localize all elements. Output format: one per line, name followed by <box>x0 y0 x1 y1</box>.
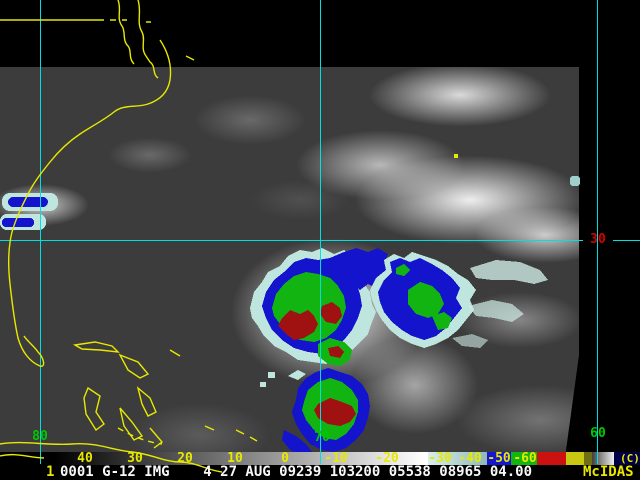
mcidas-brand-label: McIDAS <box>583 464 634 480</box>
storm-small-red <box>328 346 344 358</box>
storm-blue-bridge <box>330 248 390 290</box>
coast-florida-keys <box>117 427 163 445</box>
cirrus-wisp <box>452 334 488 348</box>
colorbar-tick: -50 <box>487 451 511 466</box>
lat-label-30: 30 <box>590 232 606 247</box>
enh-dot <box>268 372 275 378</box>
coast-cuba-north <box>0 441 223 473</box>
coast-chesapeake-west <box>117 0 135 65</box>
storm-right-green <box>408 282 444 318</box>
colorbar-tick: -30 <box>428 451 452 466</box>
enh-edge-dot <box>570 176 580 186</box>
coast-grand-bahama <box>72 341 120 353</box>
status-bar: 1 0001 G-12 IMG 4 27 AUG 09239 103200 05… <box>0 464 640 480</box>
storm-lower-cyan-bit <box>288 370 306 380</box>
lon-label-80: 80 <box>32 429 48 444</box>
colorbar-seg-yellow <box>566 452 584 465</box>
coast-east-us-florida <box>7 39 172 367</box>
coast-fragment <box>185 55 195 61</box>
coast-border-dashes <box>110 19 151 23</box>
storm-right-green <box>432 312 452 330</box>
colorbar-tick: 40 <box>77 451 93 466</box>
colorbar-seg-cyan <box>428 452 487 465</box>
colorbar-seg-blue <box>487 452 511 465</box>
enh-dot <box>260 382 266 387</box>
storm-right-green <box>396 264 410 276</box>
frame-number: 1 <box>46 464 55 480</box>
storm-red-core <box>278 310 318 340</box>
colorbar-unit-label: (C) <box>620 452 640 465</box>
coast-bermuda-dot <box>454 154 458 158</box>
coast-andros <box>83 386 105 432</box>
colorbar-tick: -10 <box>324 451 348 466</box>
cirrus-wisp <box>470 260 548 284</box>
lon-label-60: 60 <box>590 426 606 441</box>
colorbar-seg-olive <box>584 452 592 465</box>
colorbar-tick: -60 <box>513 451 537 466</box>
colorbar-seg-navy <box>614 452 640 465</box>
enh-streak-blue <box>2 218 34 227</box>
colorbar-tick: -20 <box>375 451 399 466</box>
colorbar-tick: 10 <box>227 451 243 466</box>
enh-streak-blue <box>8 197 48 207</box>
colorbar-tick: -40 <box>458 451 482 466</box>
colorbar-seg-red <box>537 452 566 465</box>
coast-islets <box>204 425 258 442</box>
colorbar-seg-green <box>511 452 537 465</box>
lon-label-70: 70 <box>314 430 330 445</box>
coastlines <box>0 0 458 473</box>
cirrus-wisp <box>468 300 524 322</box>
storm-lower-red <box>314 398 356 426</box>
coast-islet <box>169 349 181 357</box>
storm-lower-blue-tail <box>282 430 312 456</box>
coast-cuba-fragment <box>0 453 45 459</box>
colorbar-tick: 30 <box>127 451 143 466</box>
colorbar-tick: 0 <box>281 451 289 466</box>
storm-red-core <box>320 302 342 324</box>
coast-delmarva <box>137 0 159 79</box>
image-info-text: 0001 G-12 IMG 4 27 AUG 09239 103200 0553… <box>60 464 533 480</box>
coast-long-island <box>149 427 164 449</box>
latlon-grid <box>0 0 640 464</box>
coast-eleuthera <box>136 386 157 417</box>
coast-abaco <box>118 353 150 379</box>
